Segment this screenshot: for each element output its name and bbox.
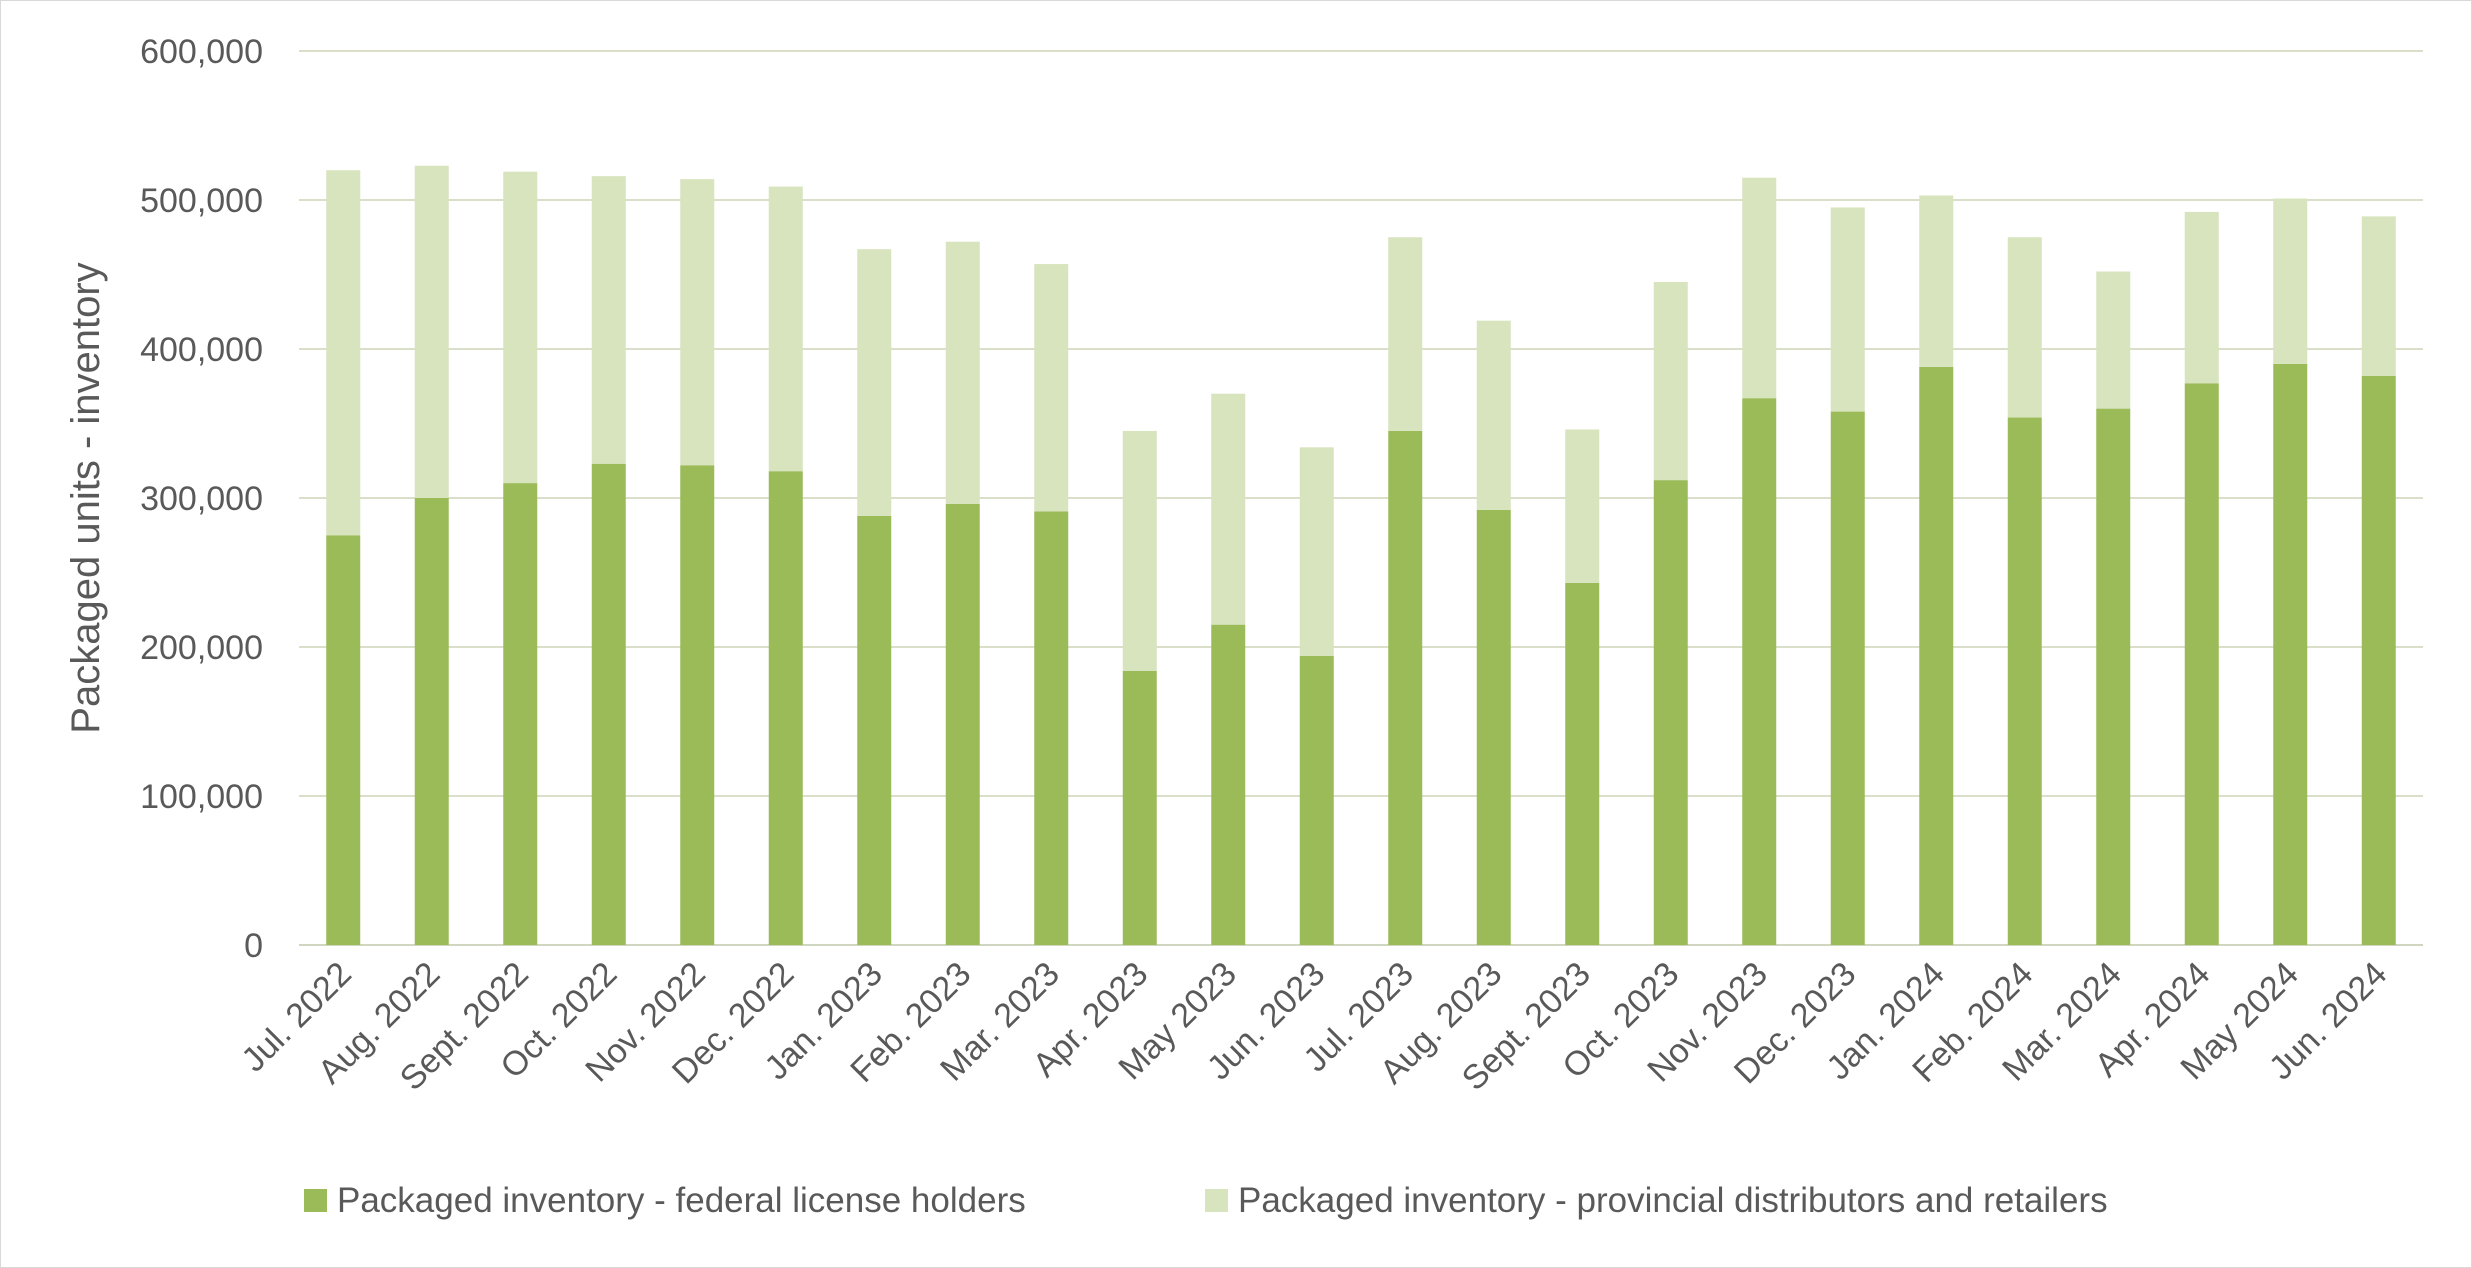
bar-segment-federal: [1476, 509, 1511, 945]
bar-segment-provincial: [1299, 447, 1334, 656]
bar-segment-federal: [414, 498, 449, 945]
y-tick-label: 0: [244, 927, 263, 965]
y-tick-label: 200,000: [140, 629, 263, 667]
bar-segment-provincial: [1653, 281, 1688, 481]
bar-segment-federal: [1565, 582, 1600, 945]
bar-segment-federal: [591, 463, 626, 945]
bar-segment-provincial: [2273, 198, 2308, 364]
bar-segment-federal: [1122, 670, 1157, 945]
bar-segment-federal: [326, 535, 361, 945]
bar-segment-provincial: [1034, 264, 1069, 512]
y-axis-title: Packaged units - inventory: [64, 262, 108, 733]
bar-segment-provincial: [326, 170, 361, 536]
bar-segment-provincial: [1476, 320, 1511, 510]
y-tick-label: 500,000: [140, 182, 263, 220]
bar-segment-federal: [1830, 411, 1865, 946]
bar-segment-provincial: [414, 165, 449, 499]
gridlines: [299, 50, 2423, 946]
bar-segment-provincial: [2184, 211, 2219, 384]
y-tick-label: 100,000: [140, 778, 263, 816]
bar-segment-federal: [1653, 480, 1688, 945]
legend: Packaged inventory - federal license hol…: [304, 1181, 2108, 1220]
legend-swatch-federal: [304, 1189, 327, 1212]
bars: [326, 165, 2396, 946]
bar-segment-federal: [1211, 624, 1246, 945]
bar-segment-provincial: [2007, 237, 2042, 418]
bar-segment-federal: [945, 503, 980, 945]
bar-segment-provincial: [1122, 430, 1157, 671]
bar-segment-provincial: [945, 241, 980, 504]
bar-segment-federal: [2361, 375, 2396, 945]
bar-segment-federal: [503, 483, 538, 945]
bar-segment-federal: [1034, 511, 1069, 945]
bar-segment-provincial: [1830, 207, 1865, 412]
bar-segment-provincial: [2361, 216, 2396, 376]
y-axis-ticks: 0 100,000 200,000 300,000 400,000 500,000 600,…: [140, 33, 263, 965]
bar-segment-provincial: [1211, 393, 1246, 625]
bar-segment-provincial: [1388, 237, 1423, 431]
bar-segment-federal: [2007, 417, 2042, 945]
bar-segment-provincial: [503, 171, 538, 484]
bar-segment-federal: [1742, 398, 1777, 945]
bar-segment-federal: [2273, 363, 2308, 945]
bar-segment-provincial: [680, 179, 715, 466]
bar-segment-provincial: [768, 186, 803, 472]
bar-segment-federal: [680, 465, 715, 945]
bar-segment-federal: [1299, 655, 1334, 945]
bar-segment-federal: [2096, 408, 2131, 946]
legend-label-federal: Packaged inventory - federal license hol…: [337, 1181, 1026, 1220]
y-tick-label: 300,000: [140, 480, 263, 518]
y-tick-label: 600,000: [140, 33, 263, 71]
bar-segment-federal: [768, 471, 803, 945]
bar-segment-provincial: [1565, 429, 1600, 583]
legend-swatch-provincial: [1205, 1189, 1228, 1212]
bar-segment-provincial: [1742, 177, 1777, 399]
bar-segment-provincial: [857, 249, 892, 516]
bar-segment-federal: [857, 515, 892, 945]
bar-segment-provincial: [1919, 195, 1954, 367]
bar-segment-federal: [2184, 383, 2219, 945]
bar-segment-federal: [1388, 430, 1423, 945]
bar-segment-provincial: [2096, 271, 2131, 409]
legend-label-provincial: Packaged inventory - provincial distribu…: [1238, 1181, 2108, 1220]
bar-segment-federal: [1919, 366, 1954, 945]
y-tick-label: 400,000: [140, 331, 263, 369]
bar-segment-provincial: [591, 176, 626, 464]
